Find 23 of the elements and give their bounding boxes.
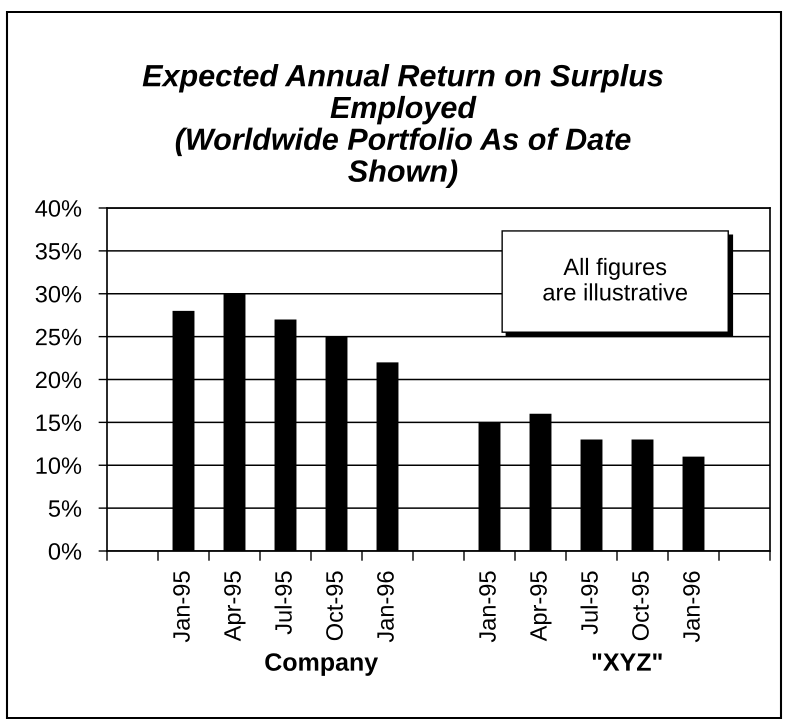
text: "XYZ" [592,653,662,671]
y-tick-label: 0% [48,543,82,560]
text: Company [265,653,378,676]
x-tick-label: Oct-95 [632,571,649,640]
x-tick-label: Jan-95 [173,571,190,642]
y-tick-label: 5% [48,500,82,517]
x-tick-label: Jul-95 [580,571,598,634]
x-tick-label: Jan-96 [683,571,700,642]
y-tick-label: 40% [35,200,82,217]
x-tick-label: Jul-95 [274,571,292,634]
y-tick-label: 20% [36,372,82,388]
y-tick-label: 25% [36,328,82,346]
y-tick-label: 30% [36,286,82,303]
x-tick-label: Apr-95 [224,571,246,642]
y-tick-label: 35% [36,242,82,260]
x-tick-label: Jan-95 [479,571,496,642]
y-tick-label: 15% [36,414,82,432]
chart-title: Expected Annual Return on Surplus Employed (Worldwide Portfolio As of Date Shown) [142,64,663,188]
x-tick-label: Apr-95 [530,571,552,642]
x-tick-label: Oct-95 [326,571,343,640]
annotation: All figures are illustrative [543,258,687,301]
x-tick-label: Jan-96 [377,571,394,642]
y-tick-label: 10% [36,457,82,474]
